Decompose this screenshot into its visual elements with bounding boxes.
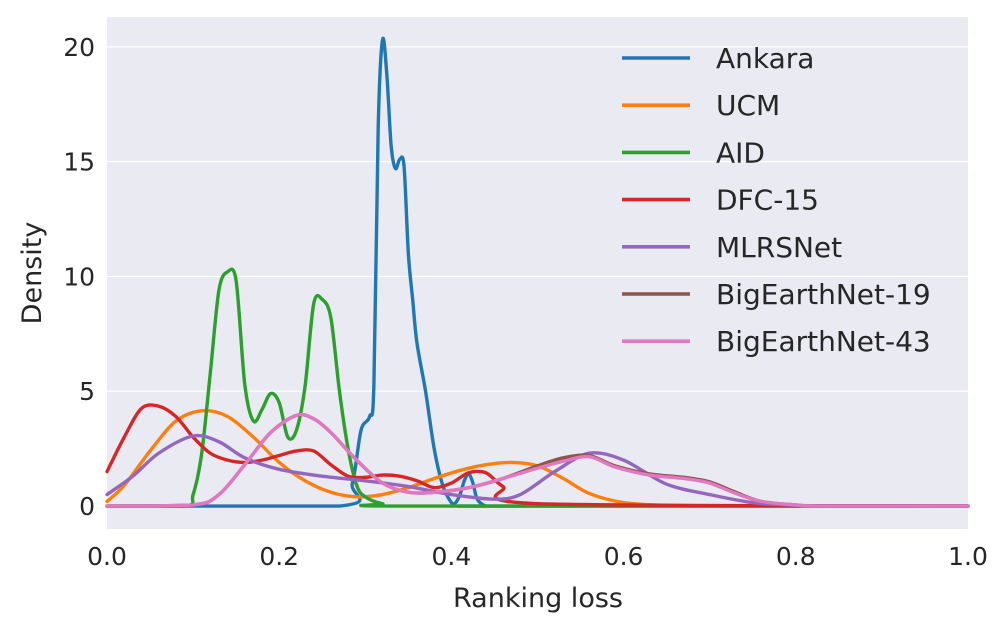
legend-label: AID — [716, 136, 765, 169]
series-line-dfc-15 — [105, 403, 970, 508]
legend-label: BigEarthNet-43 — [716, 325, 931, 358]
legend-label: UCM — [716, 89, 780, 122]
series-lines — [105, 36, 970, 508]
x-tick-label: 0.8 — [776, 542, 816, 571]
y-tick-label: 5 — [79, 377, 95, 406]
x-tick-label: 0.6 — [604, 542, 644, 571]
series-line-mlrsnet — [105, 433, 970, 508]
y-tick-label: 10 — [63, 262, 95, 291]
series-line-aid — [105, 267, 970, 508]
series-line-ankara — [105, 36, 970, 508]
x-tick-label: 1.0 — [948, 542, 988, 571]
legend-label: MLRSNet — [716, 231, 842, 264]
legend: Ankara UCM AID DFC-15 MLRSNet BigEarthNet-19 B… — [622, 42, 931, 358]
y-tick-label: 0 — [79, 492, 95, 521]
plot-area — [107, 17, 968, 529]
x-axis-title: Ranking loss — [453, 583, 623, 614]
y-axis-title: Density — [17, 222, 48, 325]
y-tick-label: 20 — [63, 33, 95, 62]
legend-label: BigEarthNet-19 — [716, 278, 931, 311]
tick-labels: 0 5 10 15 20 0.0 0.2 0.4 0.6 0.8 1.0 — [63, 33, 988, 571]
x-tick-label: 0.4 — [432, 542, 472, 571]
legend-label: DFC-15 — [716, 184, 819, 217]
legend-label: Ankara — [716, 42, 814, 75]
x-tick-label: 0.0 — [87, 542, 127, 571]
series-line-bigearthnet-43 — [105, 412, 970, 508]
y-tick-label: 15 — [63, 148, 95, 177]
x-tick-label: 0.2 — [259, 542, 299, 571]
